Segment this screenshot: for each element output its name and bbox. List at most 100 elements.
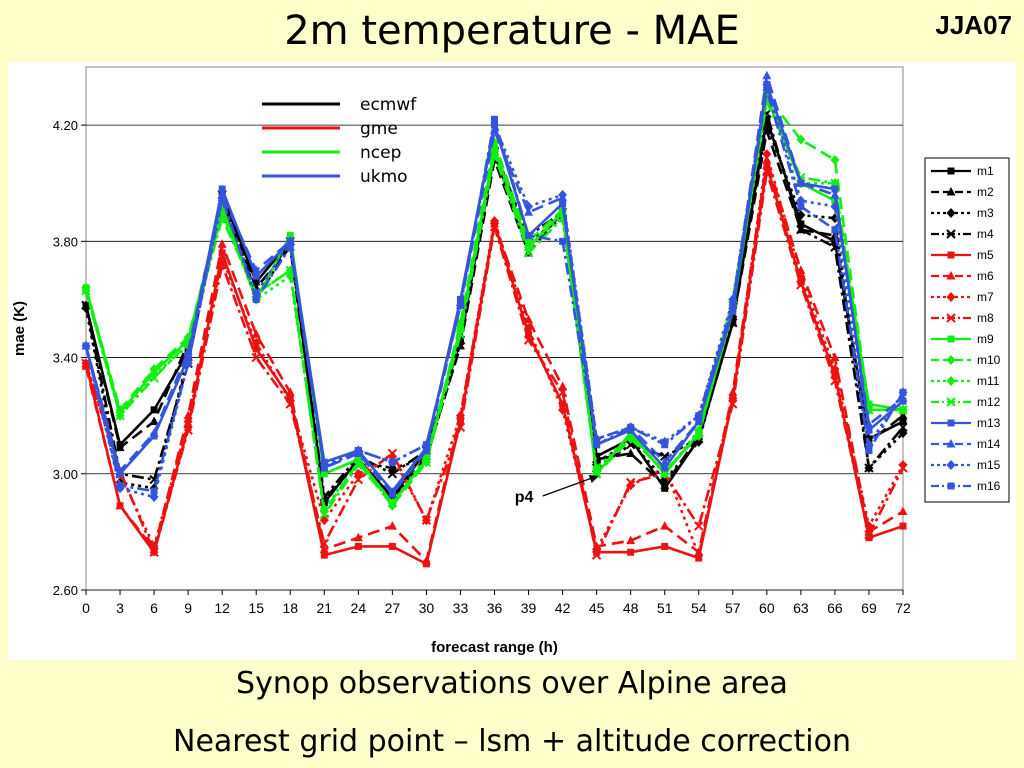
data-point-m8 xyxy=(864,530,874,540)
x-tick-label: 21 xyxy=(317,600,333,616)
data-point-m8 xyxy=(762,166,772,177)
data-point-m12 xyxy=(694,428,704,438)
member-legend-label-m2: m2 xyxy=(977,185,994,199)
member-legend-marker-m2 xyxy=(946,187,956,196)
data-point-m15 xyxy=(558,189,568,200)
data-point-m9 xyxy=(320,470,328,478)
data-point-m16 xyxy=(831,226,839,234)
data-point-m6 xyxy=(353,532,363,542)
data-point-m5 xyxy=(525,330,533,338)
data-point-m9 xyxy=(491,144,498,152)
member-legend-marker-m4 xyxy=(946,229,956,239)
data-point-m5 xyxy=(354,542,362,550)
x-tick-label: 12 xyxy=(214,600,230,616)
x-tick-label: 36 xyxy=(487,600,503,616)
data-point-m12 xyxy=(115,410,125,421)
member-legend-label-m16: m16 xyxy=(977,479,1001,493)
x-tick-label: 6 xyxy=(150,600,158,616)
data-point-m7 xyxy=(455,410,465,421)
model-legend-label-gme: gme xyxy=(360,119,398,139)
data-point-m5 xyxy=(320,551,328,559)
member-legend-marker-m15 xyxy=(946,460,956,470)
data-point-m14 xyxy=(115,465,125,475)
x-tick-label: 18 xyxy=(282,600,298,616)
member-legend-label-m4: m4 xyxy=(977,227,994,241)
data-point-m8 xyxy=(149,547,159,557)
x-tick-label: 57 xyxy=(725,600,741,616)
data-point-m7 xyxy=(558,404,568,415)
data-point-m6 xyxy=(660,521,670,530)
data-point-m13 xyxy=(661,464,669,472)
data-point-m12 xyxy=(149,373,159,383)
data-point-m14 xyxy=(898,393,908,402)
data-point-m6 xyxy=(285,387,295,396)
annotation-arrow-line xyxy=(542,476,595,497)
member-legend-label-m12: m12 xyxy=(977,395,1001,409)
y-tick-label: 4.20 xyxy=(53,118,78,133)
member-legend-label-m14: m14 xyxy=(977,437,1001,451)
data-point-m8 xyxy=(217,259,227,270)
x-tick-label: 39 xyxy=(521,600,537,616)
x-tick-label: 54 xyxy=(691,600,707,616)
data-point-m14 xyxy=(830,189,840,199)
data-point-m7 xyxy=(251,338,261,349)
data-point-m14 xyxy=(660,457,670,466)
x-tick-label: 51 xyxy=(657,600,673,616)
data-point-m8 xyxy=(830,376,840,386)
data-point-m16 xyxy=(150,487,158,495)
data-point-m6 xyxy=(387,521,397,530)
data-point-m7 xyxy=(762,149,772,160)
data-point-m11 xyxy=(353,457,363,468)
data-point-m8 xyxy=(285,399,295,409)
data-point-m7 xyxy=(694,550,704,561)
data-point-m6 xyxy=(524,314,534,324)
data-point-m8 xyxy=(557,387,568,398)
data-point-m5 xyxy=(388,542,396,550)
data-point-m2 xyxy=(626,448,636,457)
model-legend-label-ecmwf: ecmwf xyxy=(360,95,417,115)
annotation-label: p4 xyxy=(515,489,534,506)
member-legend-marker-m12 xyxy=(946,397,956,407)
data-point-m13 xyxy=(865,426,873,434)
x-tick-label: 30 xyxy=(419,600,435,616)
data-point-m16 xyxy=(388,458,396,466)
member-legend-marker-m3 xyxy=(946,208,956,218)
x-tick-label: 27 xyxy=(385,600,401,616)
x-tick-label: 72 xyxy=(895,600,911,616)
data-point-m10 xyxy=(149,364,159,375)
data-point-m9 xyxy=(286,232,294,240)
data-point-m12 xyxy=(489,149,500,159)
data-point-m6 xyxy=(319,544,329,553)
mae-line-chart: 2.603.003.403.804.200 3 6 9 12 15 18 21 24 27 30 33… xyxy=(11,66,1010,656)
data-point-m5 xyxy=(899,522,907,530)
data-point-m16 xyxy=(116,481,124,489)
data-point-m14 xyxy=(421,445,431,455)
data-point-m7 xyxy=(898,460,908,471)
data-point-m16 xyxy=(865,447,873,455)
data-point-m16 xyxy=(82,342,90,350)
data-point-m13 xyxy=(729,307,737,315)
data-point-m8 xyxy=(421,515,432,525)
member-legend-marker-m10 xyxy=(946,355,956,365)
data-point-m4 xyxy=(898,422,908,432)
data-point-m8 xyxy=(625,477,636,488)
data-point-m2 xyxy=(898,410,908,420)
member-legend-marker-m14 xyxy=(946,439,956,448)
data-point-m11 xyxy=(149,369,159,380)
data-point-m8 xyxy=(694,521,704,531)
member-legend-marker-m11 xyxy=(946,376,956,386)
page-title: 2m temperature - MAE xyxy=(284,8,740,54)
data-point-m5 xyxy=(865,534,873,542)
data-point-m16 xyxy=(559,237,567,245)
data-point-m1 xyxy=(899,417,907,425)
data-point-m14 xyxy=(762,70,772,80)
x-tick-label: 48 xyxy=(623,600,639,616)
member-legend-label-m13: m13 xyxy=(977,416,1001,430)
member-legend-marker-m5 xyxy=(947,251,955,259)
data-point-m6 xyxy=(626,535,636,545)
data-point-m15 xyxy=(762,79,772,90)
subtitle-observations: Synop observations over Alpine area xyxy=(236,666,788,701)
data-point-m7 xyxy=(285,396,295,407)
data-point-m12 xyxy=(387,498,398,508)
data-point-m5 xyxy=(559,400,567,408)
